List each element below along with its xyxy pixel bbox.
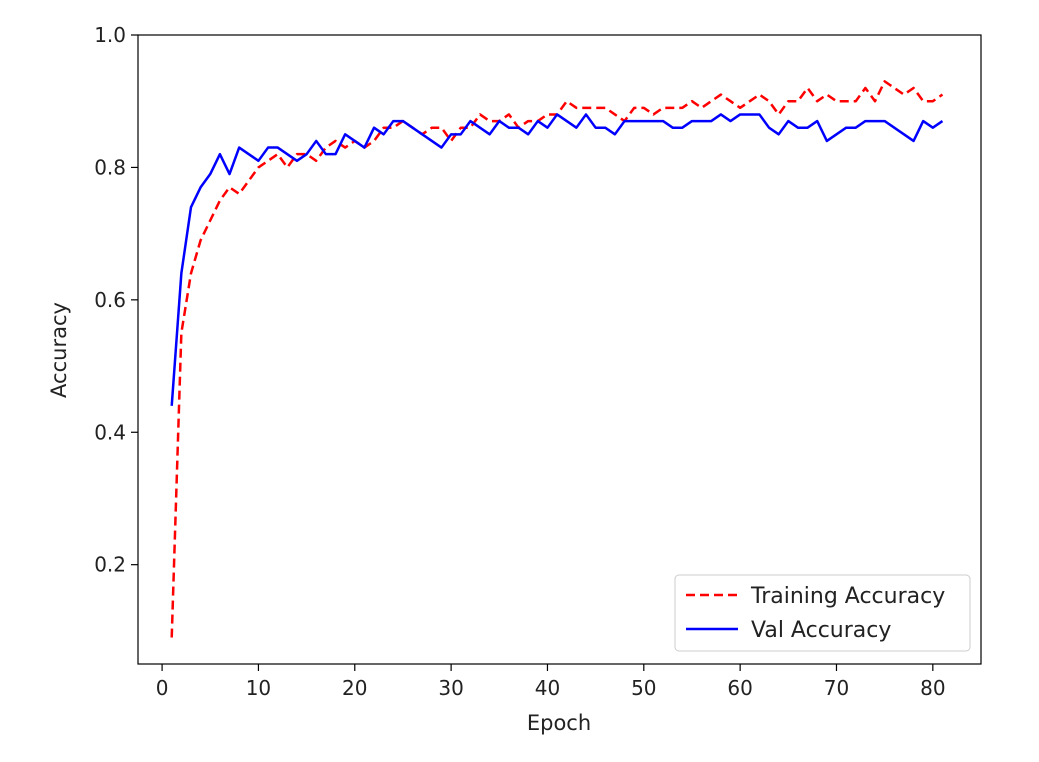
series-layer (170, 80, 944, 638)
y-axis: 0.2 0.4 0.6 0.8 1.0 (94, 23, 138, 577)
y-axis-title: Accuracy (47, 302, 71, 398)
legend-box (674, 574, 971, 652)
x-tick-label: 50 (631, 676, 656, 700)
y-tick-label: 0.2 (94, 553, 126, 577)
y-tick-label: 1.0 (94, 23, 126, 47)
plot-frame (137, 34, 982, 665)
series-line-val-accuracy (170, 113, 944, 406)
x-tick-label: 70 (824, 676, 849, 700)
x-tick-label: 10 (246, 676, 271, 700)
x-tick-label: 60 (727, 676, 752, 700)
y-tick-label: 0.4 (94, 420, 126, 444)
legend-label-val: Val Accuracy (751, 618, 891, 643)
x-tick-label: 30 (438, 676, 463, 700)
plot-area-background (138, 35, 981, 664)
x-tick-label: 40 (535, 676, 560, 700)
legend-label-training: Training Accuracy (750, 584, 945, 609)
x-axis: 0 10 20 30 40 50 60 70 80 (156, 664, 946, 700)
y-tick-label: 0.8 (94, 155, 126, 179)
legend: Training Accuracy Val Accuracy (674, 574, 971, 652)
x-axis-title: Epoch (527, 711, 591, 735)
y-tick-label: 0.6 (94, 288, 126, 312)
x-tick-label: 0 (156, 676, 169, 700)
x-tick-label: 80 (920, 676, 945, 700)
x-tick-label: 20 (342, 676, 367, 700)
